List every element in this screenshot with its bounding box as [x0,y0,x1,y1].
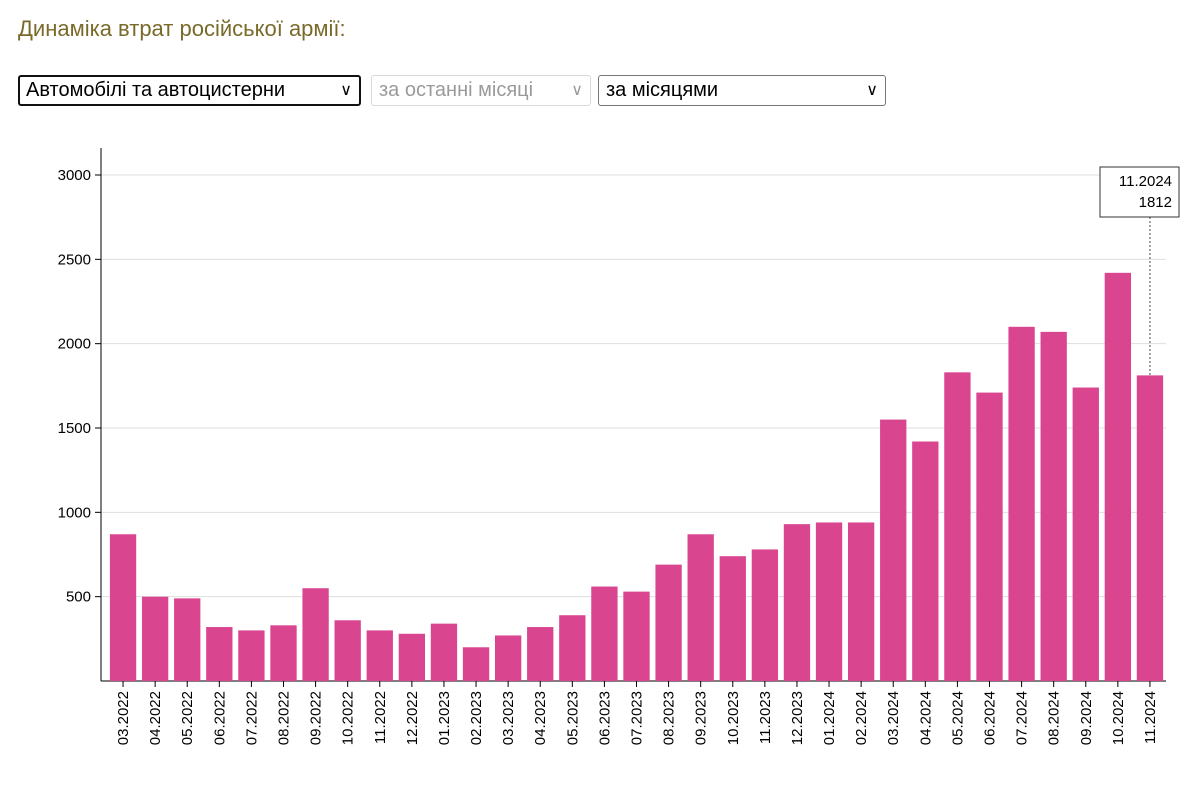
x-tick-label: 02.2024 [853,691,870,745]
bar[interactable] [1040,331,1067,681]
category-select-value: Автомобілі та автоцистерни [26,79,286,101]
bar[interactable] [109,534,137,681]
chevron-down-icon: ∨ [340,82,352,99]
period-select: за останні місяці ∨ [371,75,591,106]
bar[interactable] [398,633,426,681]
bar[interactable] [847,522,875,681]
bar[interactable] [1104,272,1132,681]
x-tick-label: 09.2023 [693,691,710,745]
x-tick-label: 08.2023 [661,691,678,745]
bar[interactable] [462,647,490,681]
bar[interactable] [1072,387,1099,681]
x-tick-label: 06.2023 [596,691,613,745]
x-tick-label: 11.2023 [757,691,774,744]
bar[interactable] [880,419,907,681]
bar[interactable] [976,392,1003,681]
chevron-down-icon: ∨ [571,82,583,99]
x-tick-label: 01.2024 [821,691,838,745]
x-tick-label: 04.2022 [147,691,164,745]
bar[interactable] [238,630,265,681]
y-tick-label: 1500 [58,420,91,437]
x-tick-label: 12.2022 [404,691,421,745]
x-tick-label: 01.2023 [436,691,453,745]
grouping-select-value: за місяцями [606,79,719,101]
x-tick-label: 04.2023 [532,691,549,745]
x-tick-label: 07.2024 [1014,691,1031,745]
tooltip-label: 11.2024 [1119,173,1172,190]
x-tick-label: 08.2024 [1046,691,1063,745]
bar[interactable] [141,596,169,681]
bar[interactable] [206,627,233,681]
bar[interactable] [527,627,554,681]
grouping-select[interactable]: за місяцями ∨ [598,75,886,106]
y-tick-label: 500 [66,589,91,606]
bar[interactable] [591,586,618,681]
bar[interactable] [944,372,971,681]
bar[interactable] [719,556,746,681]
bar[interactable] [174,598,201,681]
bar[interactable] [783,524,811,681]
bar[interactable] [751,549,779,681]
y-tick-label: 3000 [58,167,91,184]
x-tick-label: 10.2022 [340,691,357,745]
category-select[interactable]: Автомобілі та автоцистерни ∨ [18,75,361,106]
x-tick-label: 07.2023 [629,691,646,745]
x-tick-label: 06.2024 [982,691,999,745]
y-tick-label: 2000 [58,336,91,353]
x-tick-label: 08.2022 [276,691,293,745]
x-tick-label: 05.2022 [179,691,196,745]
x-tick-label: 11.2022 [372,691,389,744]
bar[interactable] [815,522,843,681]
x-tick-label: 04.2024 [917,691,934,745]
bar[interactable] [1136,375,1164,681]
x-tick-label: 07.2022 [243,691,260,745]
tooltip-box [1099,166,1180,218]
bar[interactable] [270,625,297,681]
x-tick-label: 12.2023 [789,691,806,745]
bar[interactable] [655,564,682,681]
bar[interactable] [334,620,361,681]
x-tick-label: 09.2024 [1078,691,1095,745]
chevron-down-icon: ∨ [866,82,878,99]
bar[interactable] [687,534,714,681]
x-tick-label: 10.2023 [725,691,742,745]
bar[interactable] [430,623,458,681]
y-tick-label: 1000 [58,504,91,521]
x-tick-label: 03.2022 [115,691,132,745]
y-tick-label: 2500 [58,251,91,268]
bar[interactable] [494,635,522,681]
bar[interactable] [559,615,586,681]
x-tick-label: 05.2024 [949,691,966,745]
x-tick-label: 10.2024 [1110,691,1127,745]
bar[interactable] [366,630,393,681]
x-tick-label: 09.2022 [308,691,325,745]
bar[interactable] [912,441,939,681]
x-tick-label: 02.2023 [468,691,485,745]
x-tick-label: 11.2024 [1142,691,1159,744]
period-select-value: за останні місяці [379,79,534,101]
x-tick-label: 05.2023 [564,691,581,745]
bar[interactable] [302,588,329,681]
x-tick-label: 03.2024 [885,691,902,745]
x-tick-label: 03.2023 [500,691,517,745]
tooltip-value: 1812 [1139,194,1172,211]
bar[interactable] [1008,326,1035,681]
page-title: Динаміка втрат російської армії: [18,16,346,41]
x-tick-label: 06.2022 [211,691,228,745]
bar[interactable] [623,591,650,681]
